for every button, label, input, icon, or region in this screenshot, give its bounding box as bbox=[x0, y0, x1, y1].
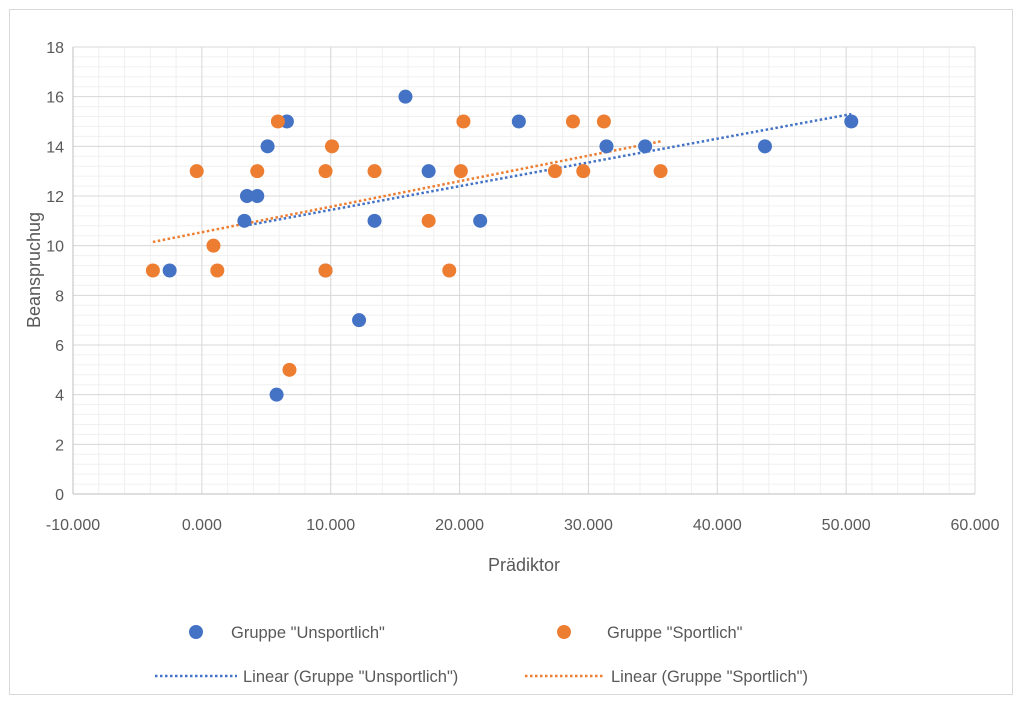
data-point-unsportlich bbox=[239, 189, 254, 203]
x-tick-label: 10.000 bbox=[306, 517, 355, 534]
y-tick-label: 2 bbox=[55, 437, 64, 454]
legend-trendline-label-unsportlich: Linear (Gruppe "Unsportlich") bbox=[243, 668, 458, 686]
data-point-sportlich bbox=[318, 263, 333, 278]
x-tick-label: 50.000 bbox=[822, 517, 871, 534]
data-point-unsportlich bbox=[844, 114, 859, 129]
data-point-sportlich bbox=[210, 263, 225, 278]
data-point-unsportlich bbox=[162, 263, 177, 278]
data-point-unsportlich bbox=[260, 139, 275, 154]
data-point-unsportlich bbox=[599, 139, 614, 154]
trendline-sportlich bbox=[152, 140, 661, 244]
y-tick-label: 4 bbox=[55, 388, 64, 405]
data-point-unsportlich bbox=[757, 139, 772, 154]
data-point-sportlich bbox=[547, 164, 562, 179]
x-tick-label: 30.000 bbox=[564, 517, 613, 534]
y-tick-label: 12 bbox=[46, 189, 64, 206]
y-tick-label: 6 bbox=[55, 338, 64, 355]
data-point-unsportlich bbox=[269, 387, 284, 402]
x-axis-ticks: -10.000 0.000 10.000 20.000 30.000 40.000 50.0… bbox=[46, 517, 1000, 534]
y-tick-label: 0 bbox=[55, 487, 64, 504]
data-point-sportlich bbox=[576, 164, 591, 179]
data-point-sportlich bbox=[282, 362, 297, 377]
data-point-sportlich bbox=[189, 164, 204, 179]
x-tick-label: 40.000 bbox=[693, 517, 742, 534]
data-point-sportlich bbox=[325, 139, 340, 154]
y-tick-label: 18 bbox=[46, 40, 64, 57]
data-point-sportlich bbox=[442, 263, 457, 278]
y-tick-label: 10 bbox=[46, 239, 64, 256]
x-tick-label: 0.000 bbox=[182, 517, 222, 534]
data-point-sportlich bbox=[270, 114, 285, 129]
data-point-unsportlich bbox=[511, 114, 526, 129]
x-tick-label: 20.000 bbox=[435, 517, 484, 534]
data-point-sportlich bbox=[367, 164, 382, 179]
y-tick-label: 14 bbox=[46, 139, 64, 156]
trendlines bbox=[152, 112, 852, 244]
data-point-unsportlich bbox=[421, 164, 436, 179]
chart-frame bbox=[9, 9, 1013, 695]
x-tick-label: 60.000 bbox=[951, 517, 1000, 534]
x-axis-label: Prädiktor bbox=[488, 555, 560, 575]
trendline-unsportlich bbox=[244, 112, 852, 228]
data-point-sportlich bbox=[596, 114, 611, 129]
data-point-sportlich bbox=[565, 114, 580, 129]
data-point-sportlich bbox=[318, 164, 333, 179]
legend-marker-unsportlich bbox=[189, 625, 203, 639]
legend-trendline-label-sportlich: Linear (Gruppe "Sportlich") bbox=[611, 668, 808, 686]
legend-label-unsportlich: Gruppe "Unsportlich" bbox=[231, 624, 385, 642]
data-point-sportlich bbox=[453, 164, 468, 179]
data-point-unsportlich bbox=[237, 213, 252, 228]
major-gridlines bbox=[72, 46, 976, 495]
data-point-unsportlich bbox=[473, 213, 488, 228]
data-point-sportlich bbox=[145, 263, 160, 278]
data-point-sportlich bbox=[456, 114, 471, 129]
data-point-unsportlich bbox=[398, 89, 413, 104]
data-points bbox=[145, 89, 859, 402]
y-axis-ticks: 0 2 4 6 8 10 12 14 16 18 bbox=[46, 40, 64, 504]
data-point-sportlich bbox=[421, 213, 436, 228]
minor-gridlines bbox=[72, 46, 976, 495]
data-point-sportlich bbox=[653, 164, 668, 179]
data-point-sportlich bbox=[250, 164, 265, 179]
y-tick-label: 16 bbox=[46, 90, 64, 107]
legend-label-sportlich: Gruppe "Sportlich" bbox=[607, 624, 743, 642]
x-tick-label: -10.000 bbox=[46, 517, 100, 534]
data-point-unsportlich bbox=[250, 189, 265, 203]
data-point-unsportlich bbox=[638, 139, 653, 154]
legend: Gruppe "Unsportlich" Gruppe "Sportlich" … bbox=[155, 624, 808, 686]
y-axis-label: Beanspruchug bbox=[24, 212, 44, 328]
data-point-unsportlich bbox=[352, 313, 367, 328]
data-point-sportlich bbox=[206, 238, 221, 253]
y-tick-label: 8 bbox=[55, 288, 64, 305]
data-point-unsportlich bbox=[367, 213, 382, 228]
legend-marker-sportlich bbox=[557, 625, 571, 639]
